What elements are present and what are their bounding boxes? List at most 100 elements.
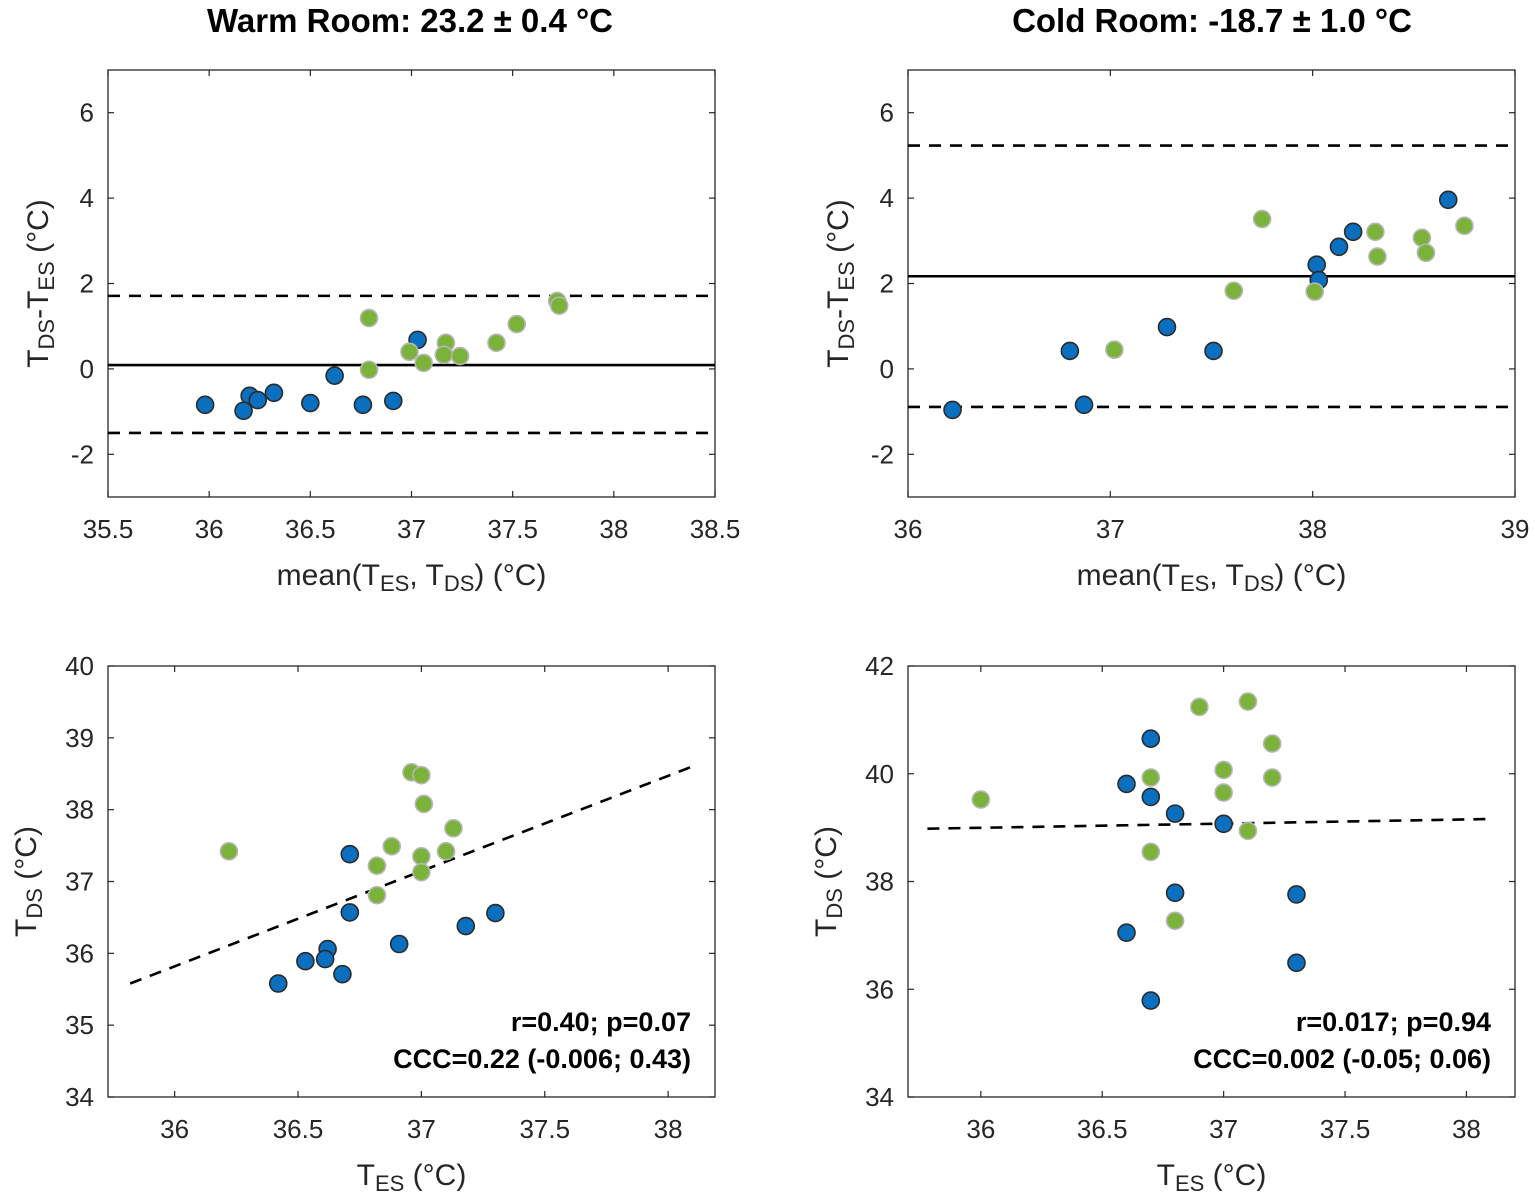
point-group2: [507, 314, 527, 334]
y-axis-label-part: DS: [34, 319, 59, 350]
y-axis-label: TDS (°C): [10, 826, 47, 937]
point-group1: [1060, 341, 1080, 361]
point-group1: [383, 391, 403, 411]
x-tick-label: 38: [1452, 1114, 1481, 1144]
point-group2: [412, 765, 431, 785]
stats-annotation: CCC=0.22 (-0.006; 0.43): [393, 1044, 691, 1074]
y-tick-label: 40: [65, 651, 94, 681]
point-group1: [333, 964, 352, 984]
y-tick-label: -2: [71, 439, 94, 469]
point-group2: [487, 333, 506, 353]
point-group1: [248, 390, 268, 410]
point-group1: [1141, 729, 1161, 749]
x-axis-label-part: (°C): [404, 1159, 466, 1192]
y-tick-label: 2: [880, 269, 894, 299]
stats-annotation: r=0.017; p=0.94: [1296, 1007, 1491, 1037]
y-tick-label: 6: [80, 98, 94, 128]
x-axis-label-part: ) (°C): [474, 559, 546, 592]
point-group1: [353, 395, 373, 415]
point-group2: [367, 885, 387, 905]
point-group2: [414, 353, 433, 373]
point-group2: [549, 296, 569, 316]
point-group1: [234, 401, 253, 421]
x-tick-label: 37: [1096, 514, 1125, 544]
y-tick-label: 2: [80, 269, 94, 299]
point-group1: [301, 393, 320, 413]
y-axis-label-part: DS: [834, 319, 859, 350]
x-axis-label-part: T: [1157, 1159, 1175, 1192]
x-axis-label-part: ES: [1180, 571, 1209, 596]
point-group1: [1165, 804, 1185, 823]
point-group1: [296, 951, 315, 971]
x-axis-label-part: DS: [1244, 571, 1275, 596]
x-tick-label: 36: [894, 514, 923, 544]
point-group2: [1105, 340, 1124, 359]
point-group2: [1305, 282, 1324, 301]
x-tick-label: 38: [1298, 514, 1327, 544]
point-group1: [1307, 255, 1327, 275]
point-group1: [1329, 237, 1349, 257]
y-tick-label: 0: [880, 354, 894, 384]
point-group2: [1238, 692, 1258, 711]
y-axis-label-part: T: [10, 919, 43, 937]
x-axis-label-part: ES: [1175, 1171, 1204, 1196]
x-axis-label-part: T: [357, 1159, 375, 1192]
point-group2: [1214, 760, 1233, 780]
x-tick-label: 37: [397, 514, 426, 544]
y-axis-label-part: T: [810, 919, 843, 937]
point-group2: [1366, 222, 1385, 242]
point-group2: [1262, 768, 1282, 787]
point-group2: [1416, 243, 1436, 263]
point-group2: [1214, 783, 1233, 802]
x-tick-label: 36.5: [273, 1114, 324, 1144]
point-group2: [359, 308, 379, 328]
y-tick-label: 39: [65, 723, 94, 753]
point-group1: [456, 916, 476, 936]
y-axis-label-part: (°C): [810, 826, 843, 888]
y-axis-label: TDS-TES (°C): [22, 199, 59, 368]
y-axis-label-part: DS: [822, 888, 847, 919]
point-group1: [1165, 883, 1185, 903]
y-tick-label: 4: [80, 183, 94, 213]
point-group2: [1165, 911, 1185, 931]
y-tick-label: 38: [865, 867, 894, 897]
y-tick-label: 40: [865, 759, 894, 789]
point-group2: [400, 342, 419, 362]
point-group1: [1204, 341, 1223, 361]
regression-line: [129, 766, 691, 985]
point-group2: [1190, 697, 1209, 717]
x-tick-label: 38: [599, 514, 628, 544]
stats-annotation: r=0.40; p=0.07: [511, 1007, 691, 1037]
x-axis-label-part: mean(T: [277, 559, 380, 592]
point-group2: [1262, 734, 1282, 753]
x-tick-label: 37: [1209, 1114, 1238, 1144]
point-group1: [1141, 991, 1161, 1010]
title-cold-room: Cold Room: -18.7 ± 1.0 °C: [1012, 2, 1412, 39]
y-tick-label: 42: [865, 651, 894, 681]
y-tick-label: 0: [80, 354, 94, 384]
x-tick-label: 38.5: [690, 514, 741, 544]
y-tick-label: 34: [65, 1082, 94, 1112]
point-group1: [1117, 774, 1136, 794]
y-axis-label-part: T: [22, 349, 55, 367]
point-group2: [1141, 768, 1161, 787]
point-group2: [436, 842, 456, 861]
point-group1: [1287, 953, 1306, 973]
point-group1: [486, 903, 505, 923]
point-group2: [1368, 247, 1387, 266]
x-axis-label-part: DS: [444, 571, 475, 596]
y-axis-label-part: T: [822, 349, 855, 367]
axes-box: [907, 69, 1516, 498]
point-group1: [1214, 814, 1233, 834]
x-tick-label: 36.5: [285, 514, 336, 544]
y-axis-label-part: (°C): [822, 199, 855, 261]
point-group2: [1455, 216, 1474, 236]
y-axis-label: TDS (°C): [810, 826, 847, 937]
point-group1: [264, 383, 284, 403]
x-tick-label: 35.5: [83, 514, 134, 544]
y-tick-label: 6: [880, 98, 894, 128]
x-tick-label: 39: [1501, 514, 1530, 544]
point-group2: [1238, 821, 1258, 841]
